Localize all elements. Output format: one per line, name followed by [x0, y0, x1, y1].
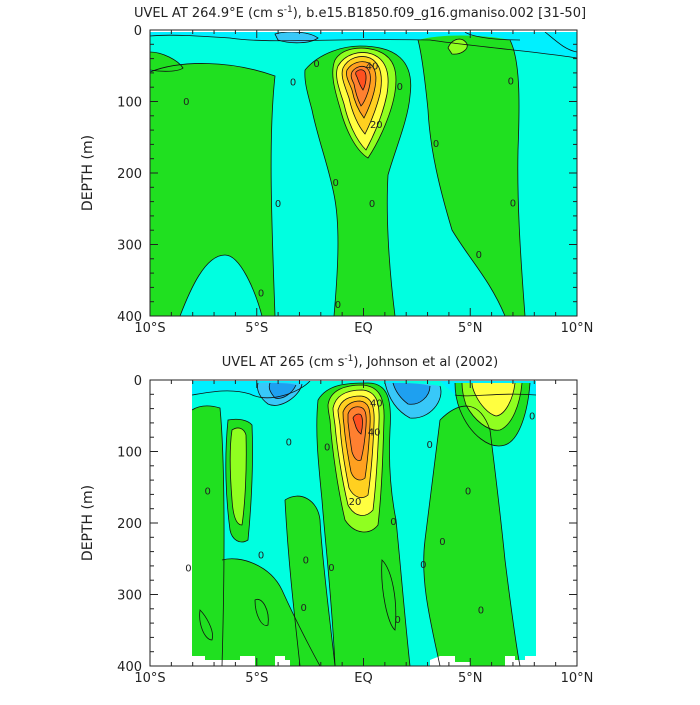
region-lime-w — [230, 427, 247, 525]
contour-label: 40 — [366, 61, 379, 72]
contour-label: 0 — [478, 606, 484, 617]
contour-label: 0 — [529, 411, 535, 422]
contour-label: 0 — [439, 537, 445, 548]
contour-label: 0 — [290, 78, 296, 89]
missing-data-s — [275, 656, 290, 666]
region-green-west — [150, 63, 275, 316]
contour-label: 0 — [183, 97, 189, 108]
contour-label: 0 — [476, 250, 482, 261]
region-green-east — [418, 35, 525, 316]
contour-label: 0 — [258, 551, 264, 562]
contour-label: 0 — [508, 76, 514, 87]
contour-label: 40 — [370, 398, 383, 409]
contour-label: 0 — [394, 615, 400, 626]
contour-label: 0 — [333, 178, 339, 189]
contour-label: 0 — [258, 289, 264, 300]
panel-obs-field — [192, 381, 536, 666]
panel-obs-ytick-label: 0 — [134, 374, 142, 389]
panel-obs-title: UVEL AT 265 (cm s-1), Johnson et al (200… — [222, 354, 499, 370]
region-yellow-ne — [472, 383, 515, 416]
core-red — [355, 69, 367, 90]
panel-obs-xtick-label: 5°N — [458, 671, 483, 686]
panel-model-ytick-label: 100 — [117, 96, 142, 111]
contour-label: 0 — [328, 563, 334, 574]
contour-label: 40 — [368, 428, 381, 439]
panel-obs-ytick-label: 300 — [117, 589, 142, 604]
region-green-sw — [222, 558, 320, 666]
panel-model-xtick-label: 10°N — [561, 321, 594, 336]
panel-obs-ytick-label: 100 — [117, 446, 142, 461]
panel-obs-contour-labels: 0 0 0 0 0 0 0 0 0 0 0 0 0 0 0 0 40 40 20 — [185, 398, 535, 626]
panel-model: UVEL AT 264.9°E (cm s-1), b.e15.B1850.f0… — [80, 5, 593, 336]
panel-model-ylabel: DEPTH (m) — [80, 135, 96, 211]
panel-obs-xtick-label: 10°S — [134, 671, 165, 686]
contour-label: 0 — [301, 603, 307, 614]
contour-label: 0 — [324, 443, 330, 454]
contour-label: 0 — [369, 199, 375, 210]
panel-obs-ylabel: DEPTH (m) — [80, 485, 96, 561]
panel-model-ytick-label: 200 — [117, 167, 142, 182]
contour-label: 0 — [303, 556, 309, 567]
missing-data-n — [430, 656, 470, 666]
region-sky-top — [275, 32, 318, 43]
contour-label: 0 — [420, 560, 426, 571]
panel-model-field — [150, 32, 577, 316]
panel-model-ytick-label: 300 — [117, 239, 142, 254]
missing-data-sw — [192, 656, 255, 666]
contour-lines — [192, 381, 536, 666]
panel-obs-ytick-label: 200 — [117, 517, 142, 532]
region-green-w1 — [192, 405, 225, 666]
contour-label: 0 — [275, 199, 281, 210]
contour-label: 20 — [370, 120, 383, 131]
region-blue-w — [269, 383, 296, 399]
contour-label: 0 — [313, 59, 319, 70]
contour-label: 0 — [185, 564, 191, 575]
panel-model-xtick-label: EQ — [354, 321, 372, 336]
contour-label: 0 — [433, 139, 439, 150]
panel-obs: UVEL AT 265 (cm s-1), Johnson et al (200… — [80, 354, 593, 686]
contour-label: 0 — [335, 300, 341, 311]
contour-label: 0 — [204, 486, 210, 497]
panel-obs-xtick-label: 10°N — [561, 671, 594, 686]
panel-model-title: UVEL AT 264.9°E (cm s-1), b.e15.B1850.f0… — [134, 5, 586, 21]
panel-model-ytick-label: 400 — [117, 310, 142, 325]
region-green-nw — [150, 52, 183, 72]
region-blue-e — [393, 383, 430, 405]
panel-model-xtick-label: 5°N — [458, 321, 483, 336]
contour-label: 0 — [397, 82, 403, 93]
core-red — [353, 414, 363, 434]
contour-label: 0 — [465, 486, 471, 497]
contour-label: 0 — [426, 440, 432, 451]
contour-label: 0 — [390, 517, 396, 528]
contour-label: 20 — [349, 497, 362, 508]
contour-label: 0 — [510, 199, 516, 210]
region-green-east — [423, 406, 520, 666]
panel-obs-xtick-label: 5°S — [245, 671, 268, 686]
panel-obs-ytick-label: 400 — [117, 660, 142, 675]
panel-model-xtick-label: 10°S — [134, 321, 165, 336]
panel-model-ytick-label: 0 — [134, 24, 142, 39]
panel-model-contour-labels: 0 0 0 0 0 0 0 0 0 0 0 0 0 40 20 — [183, 59, 516, 311]
panel-model-xtick-label: 5°S — [245, 321, 268, 336]
contour-label: 0 — [286, 438, 292, 449]
contour-lines — [150, 32, 577, 316]
panel-obs-xtick-label: EQ — [354, 671, 372, 686]
